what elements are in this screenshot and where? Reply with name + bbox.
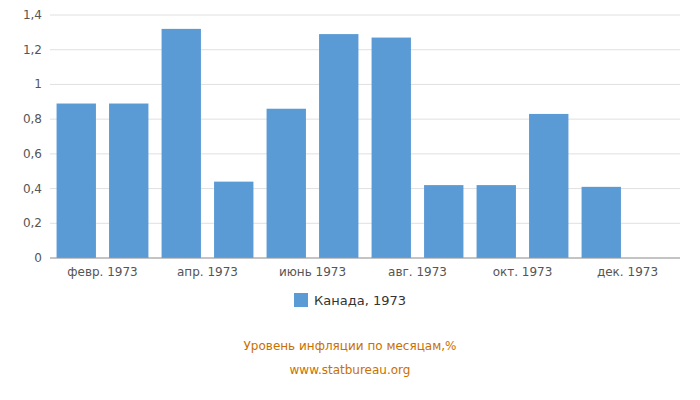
bar bbox=[214, 182, 253, 258]
chart-container: 0 0,2 0,4 0,6 0,8 1 1,2 1,4 февр. 1973 апр. 1973 и… bbox=[0, 0, 700, 400]
legend-entry: Канада, 1973 bbox=[294, 293, 406, 308]
x-tick-label: июнь 1973 bbox=[279, 265, 346, 279]
bar bbox=[57, 104, 96, 258]
x-tick-label: окт. 1973 bbox=[493, 265, 553, 279]
legend-label: Канада, 1973 bbox=[314, 293, 406, 308]
background bbox=[0, 0, 700, 400]
grid-line bbox=[50, 49, 680, 50]
x-tick-label: авг. 1973 bbox=[388, 265, 447, 279]
y-tick-label: 0,2 bbox=[23, 216, 42, 230]
bar bbox=[582, 187, 621, 258]
footer-text: www.statbureau.org bbox=[290, 363, 411, 377]
grid-line bbox=[50, 84, 680, 85]
y-tick-label: 1,4 bbox=[23, 8, 42, 22]
x-axis-line bbox=[50, 258, 680, 259]
bar bbox=[477, 185, 516, 258]
y-tick-label: 1 bbox=[34, 77, 42, 91]
bars bbox=[57, 29, 621, 258]
bar bbox=[319, 34, 358, 258]
legend-swatch bbox=[294, 293, 308, 307]
bar bbox=[529, 114, 568, 258]
bar bbox=[267, 109, 306, 258]
bar bbox=[424, 185, 463, 258]
y-tick-label: 0,6 bbox=[23, 147, 42, 161]
bar bbox=[372, 38, 411, 258]
y-tick-label: 0 bbox=[34, 251, 42, 265]
x-tick-label: февр. 1973 bbox=[67, 265, 138, 279]
grid-line bbox=[50, 15, 680, 16]
y-tick-label: 0,4 bbox=[23, 182, 42, 196]
y-tick-label: 1,2 bbox=[23, 43, 42, 57]
x-tick-label: апр. 1973 bbox=[177, 265, 238, 279]
bar bbox=[109, 104, 148, 258]
y-tick-label: 0,8 bbox=[23, 112, 42, 126]
grid-line bbox=[50, 258, 680, 259]
chart-svg: 0 0,2 0,4 0,6 0,8 1 1,2 1,4 февр. 1973 апр. 1973 и… bbox=[0, 0, 700, 400]
footer-text: Уровень инфляции по месяцам,% bbox=[244, 339, 457, 353]
x-tick-label: дек. 1973 bbox=[597, 265, 658, 279]
bar bbox=[162, 29, 201, 258]
